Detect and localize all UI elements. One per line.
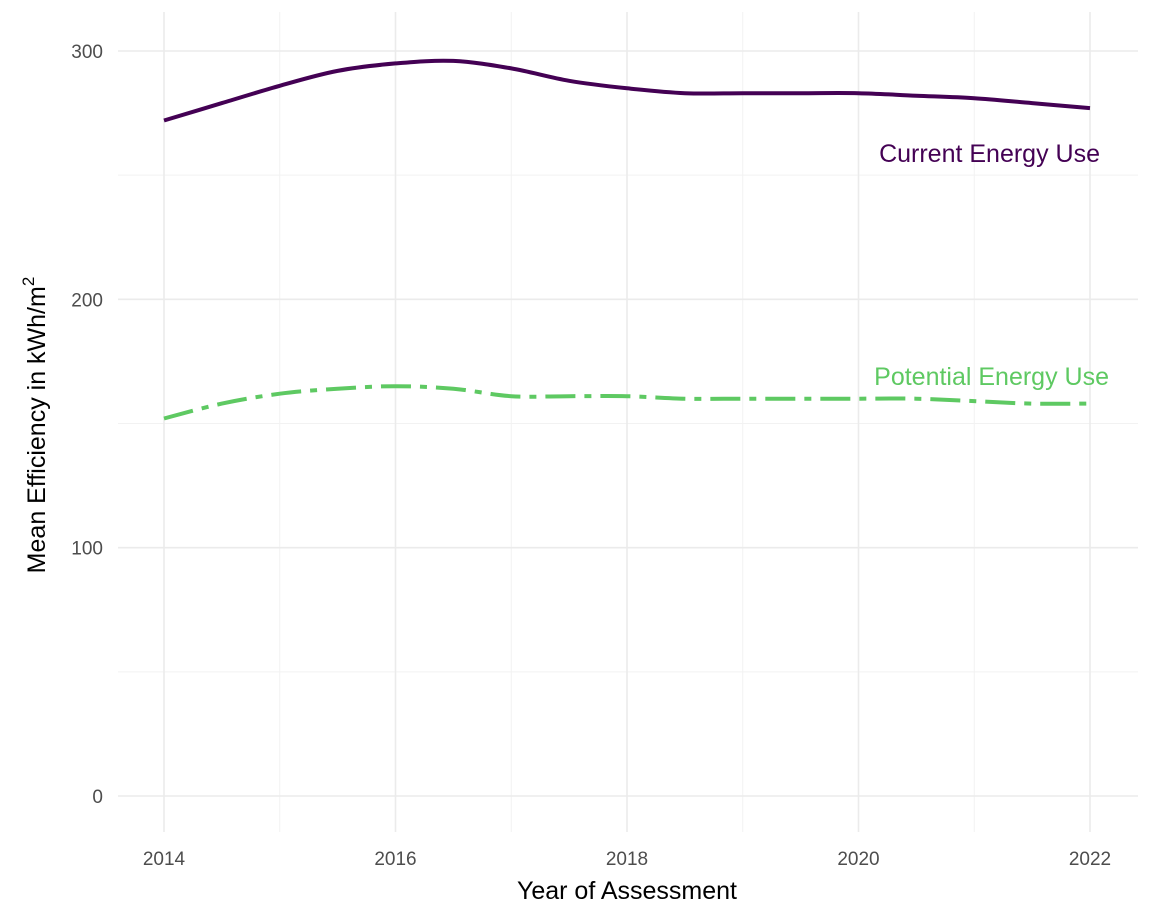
series-label-0: Current Energy Use — [879, 140, 1100, 168]
series-line-1 — [163, 384, 1091, 421]
y-axis-title: Mean Efficiency in kWh/m2 — [19, 277, 51, 574]
x-axis-ticks: 2014 2016 2018 2020 2022 — [143, 849, 1111, 870]
series-lines — [163, 58, 1091, 421]
series-label-1: Potential Energy Use — [874, 363, 1109, 391]
x-tick-label: 2014 — [143, 849, 186, 870]
y-tick-label: 300 — [71, 42, 103, 63]
x-tick-label: 2018 — [606, 849, 648, 870]
y-axis-title-exponent: 2 — [19, 277, 38, 286]
series-line-0 — [163, 58, 1091, 123]
svg-text:Mean Efficiency in kWh/m2: Mean Efficiency in kWh/m2 — [19, 277, 51, 574]
y-axis-title-slash: / — [23, 307, 51, 314]
minor-grid — [118, 12, 1138, 832]
x-axis-title: Year of Assessment — [517, 877, 737, 905]
x-tick-label: 2016 — [374, 849, 416, 870]
y-axis-ticks: 0 100 200 300 — [71, 42, 103, 808]
y-tick-label: 200 — [71, 290, 103, 311]
x-tick-label: 2020 — [837, 849, 879, 870]
y-axis-title-main: Mean Efficiency in kWh — [23, 314, 51, 573]
series-labels: Current Energy Use Potential Energy Use — [874, 140, 1109, 391]
y-tick-label: 0 — [92, 787, 103, 808]
y-tick-label: 100 — [71, 539, 103, 560]
major-grid — [118, 12, 1138, 832]
y-axis-title-unit: m — [23, 286, 51, 307]
x-tick-label: 2022 — [1069, 849, 1111, 870]
